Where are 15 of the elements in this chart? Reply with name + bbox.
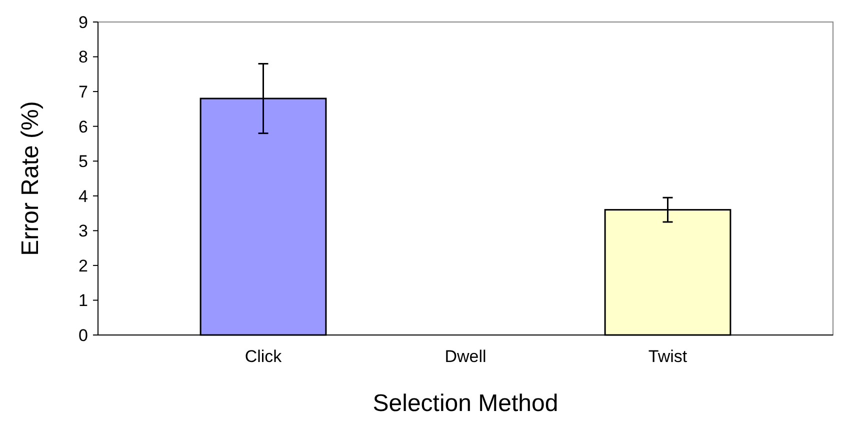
y-tick-label: 5 [78, 152, 88, 172]
x-tick-label: Twist [648, 347, 688, 366]
y-tick-label: 7 [78, 82, 88, 102]
x-axis-title: Selection Method [372, 390, 558, 417]
y-axis-title: Error Rate (%) [17, 101, 44, 256]
y-tick-label: 8 [78, 48, 88, 67]
y-tick-label: 6 [78, 117, 88, 136]
y-tick-label: 1 [78, 291, 88, 310]
y-tick-label: 3 [78, 222, 88, 241]
y-tick-label: 2 [78, 256, 88, 276]
y-tick-label: 4 [78, 186, 88, 206]
x-tick-label: Click [244, 347, 282, 366]
y-tick-label: 9 [78, 12, 88, 32]
x-tick-label: Dwell [444, 347, 486, 366]
y-tick-label: 0 [78, 326, 88, 345]
